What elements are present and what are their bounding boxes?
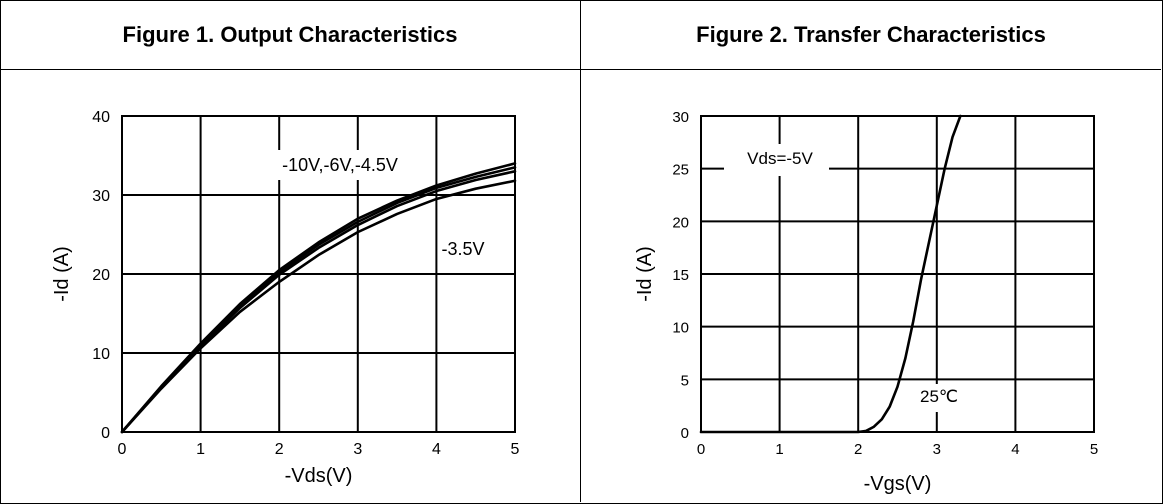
annotation-background <box>724 144 829 176</box>
figure-2-panel: Figure 2. Transfer Characteristics 0 1 2 3 4… <box>581 0 1161 502</box>
x-tick-label: 4 <box>432 441 441 458</box>
x-axis-label: -Vgs(V) <box>864 473 932 495</box>
plot-area <box>121 115 516 433</box>
series-line-1 <box>120 166 517 434</box>
panel-divider-vertical <box>580 0 581 502</box>
annotation-label: Vds=-5V <box>747 149 813 168</box>
x-tick-label: 2 <box>854 441 862 458</box>
y-tick-label: 0 <box>681 425 689 442</box>
x-tick-label: 1 <box>775 441 783 458</box>
y-tick-label: 10 <box>92 346 110 363</box>
y-tick-label: 20 <box>92 267 110 284</box>
header-divider <box>0 69 1161 70</box>
series-line-0 <box>120 162 517 434</box>
plot-area <box>700 115 1095 433</box>
x-tick-label: 4 <box>1011 441 1019 458</box>
y-tick-label: 40 <box>92 109 110 126</box>
figure-2-chart: 0 1 2 3 4 5 0 5 10 15 20 25 30 -Vgs(V) -Id (A) Vds=-5V 2… <box>634 109 1098 495</box>
series-line-3 <box>120 179 517 434</box>
x-tick-label: 5 <box>1090 441 1098 458</box>
y-tick-label: 20 <box>672 214 689 231</box>
y-tick-label: 30 <box>92 188 110 205</box>
x-axis-label: -Vds(V) <box>285 465 353 487</box>
figure-1-title: Figure 1. Output Characteristics <box>122 21 458 47</box>
x-tick-label: 3 <box>353 441 362 458</box>
annotation-background <box>906 384 964 412</box>
annotation-label: -10V,-6V,-4.5V <box>282 155 398 175</box>
x-tick-label: 5 <box>511 441 520 458</box>
series-line-2 <box>120 170 517 434</box>
x-tick-label: 0 <box>118 441 127 458</box>
y-tick-label: 15 <box>672 267 689 284</box>
y-tick-label: 25 <box>672 162 689 179</box>
figure-2-title: Figure 2. Transfer Characteristics <box>696 21 1046 47</box>
y-axis-label: -Id (A) <box>51 246 73 302</box>
y-tick-label: 10 <box>672 320 689 337</box>
x-tick-label: 0 <box>697 441 705 458</box>
x-tick-label: 3 <box>933 441 941 458</box>
y-axis-label: -Id (A) <box>634 246 656 302</box>
annotation-label: -3.5V <box>441 239 484 259</box>
y-tick-label: 30 <box>672 109 689 126</box>
annotation-label: 25℃ <box>920 387 958 406</box>
annotation-background <box>268 150 410 180</box>
y-tick-label: 5 <box>681 372 689 389</box>
x-tick-label: 2 <box>275 441 284 458</box>
series-line-0 <box>699 114 962 434</box>
x-tick-label: 1 <box>196 441 205 458</box>
figure-1-chart: 0 1 2 3 4 5 0 10 20 30 40 -Vds(V) -Id (A) -10V,-6V,-4… <box>51 109 520 487</box>
y-tick-label: 0 <box>101 425 110 442</box>
